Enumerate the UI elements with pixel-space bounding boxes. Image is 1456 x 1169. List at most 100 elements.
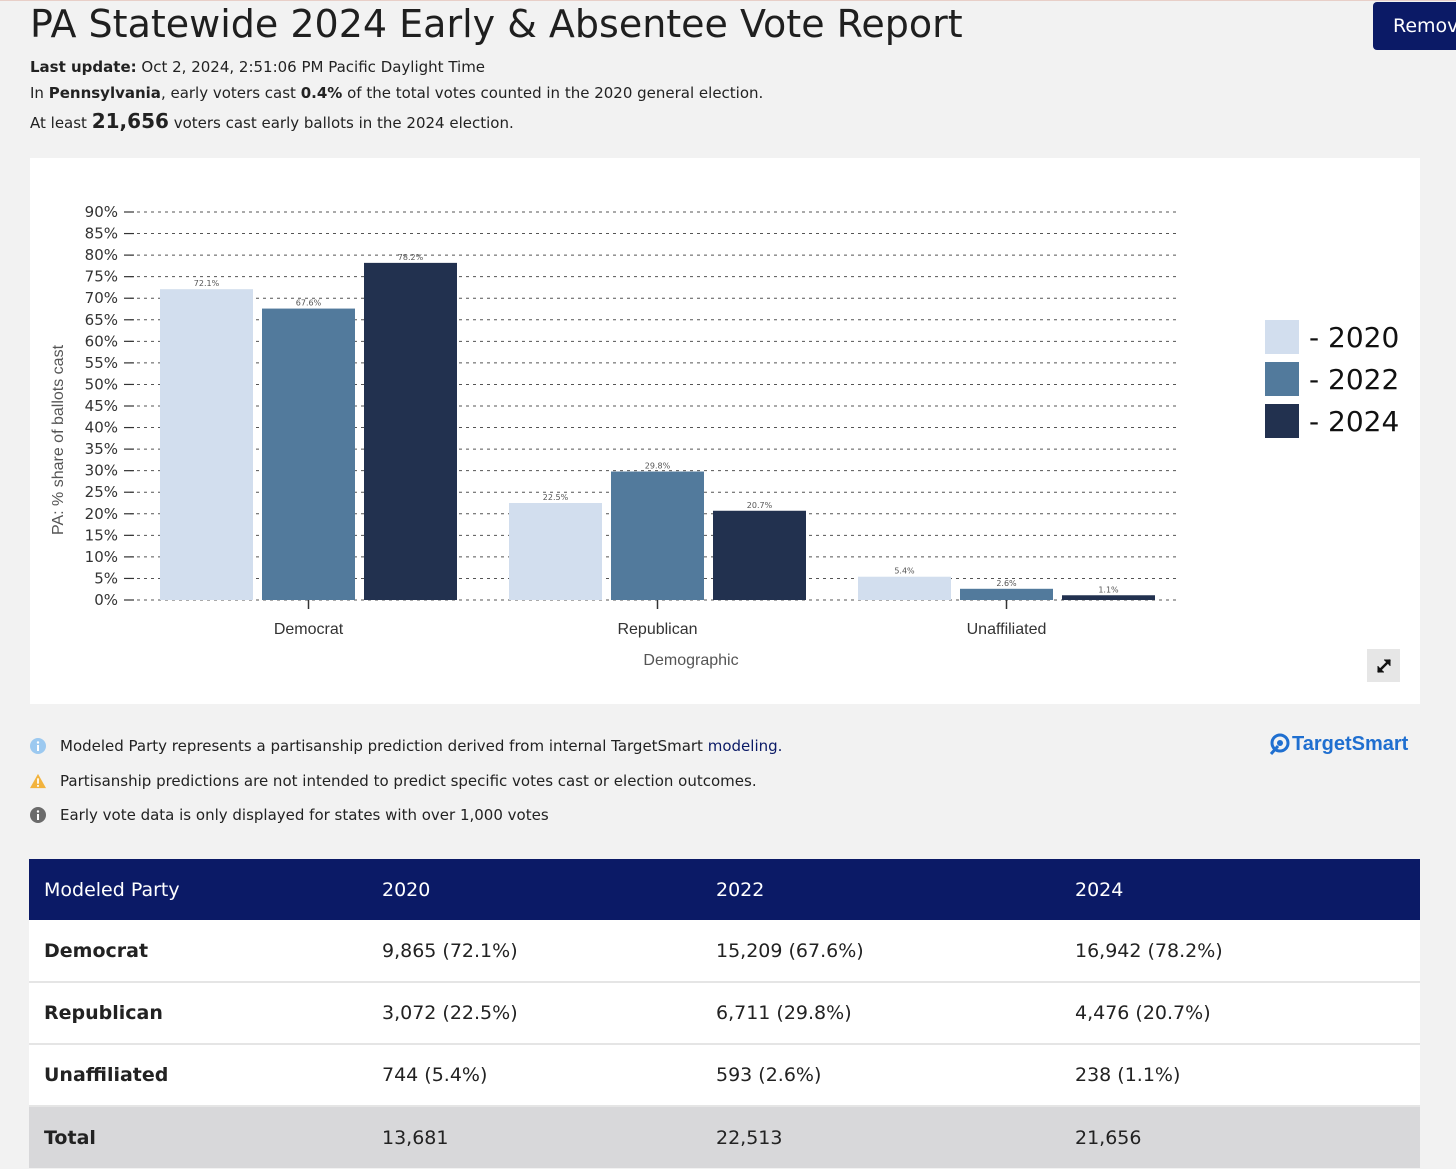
y-tick-label: 30%: [85, 462, 118, 480]
bar-democrat-1[interactable]: [262, 308, 355, 600]
bar-unaffiliated-0[interactable]: [858, 576, 951, 600]
bar-value-label: 72.1%: [194, 279, 220, 288]
modeling-link[interactable]: modeling.: [707, 737, 783, 755]
targetsmart-logo: TargetSmart: [1268, 732, 1408, 756]
summary-line-2: At least 21,656 voters cast early ballot…: [30, 109, 514, 133]
cell-party: Republican: [44, 1002, 163, 1024]
y-tick-label: 35%: [85, 440, 118, 458]
header-2024[interactable]: 2024: [1075, 878, 1124, 901]
chart-legend: - 2020 - 2022 - 2024: [1265, 316, 1399, 442]
targetsmart-logo-icon: [1269, 733, 1290, 755]
header-2022[interactable]: 2022: [716, 878, 765, 901]
bar-value-label: 67.6%: [296, 299, 322, 308]
summary1-pct: 0.4%: [300, 84, 343, 102]
bar-unaffiliated-1[interactable]: [960, 588, 1053, 600]
summary-line-1: In Pennsylvania, early voters cast 0.4% …: [30, 84, 763, 102]
legend-label-2020: - 2020: [1309, 320, 1400, 354]
cell-total-2022: 22,513: [716, 1126, 783, 1149]
bar-republican-2[interactable]: [713, 510, 806, 600]
page-title: PA Statewide 2024 Early & Absentee Vote …: [30, 2, 963, 46]
results-table: Modeled Party 2020 2022 2024 Democrat 9,…: [29, 859, 1420, 1168]
bar-value-label: 1.1%: [1098, 585, 1119, 594]
chart-card: 0% 5% 10% 15% 20% 25% 30% 35% 40% 45% 50% 55% 60% 65%…: [30, 158, 1420, 755]
bar-chart: 0% 5% 10% 15% 20% 25% 30% 35% 40% 45% 50% 55% 60% 65%…: [50, 203, 1176, 669]
table-row: Republican 3,072 (22.5%) 6,711 (29.8%) 4…: [29, 982, 1420, 1044]
legend-label-2022: - 2022: [1309, 362, 1400, 396]
bar-value-label: 2.6%: [996, 579, 1017, 588]
cell-2020: 744 (5.4%): [382, 1064, 488, 1086]
note-partisanship-text: Partisanship predictions are not intende…: [60, 772, 757, 790]
cell-2024: 238 (1.1%): [1075, 1064, 1181, 1086]
legend-swatch-2020: [1265, 320, 1299, 354]
chart-bars: 72.1% 67.6% 78.2% 22.5% 29.8% 20.7% 5.4% 2.6% 1.…: [160, 253, 1155, 600]
bar-value-label: 20.7%: [747, 501, 773, 510]
y-tick-label: 85%: [85, 225, 118, 243]
bar-democrat-0[interactable]: [160, 289, 253, 600]
bar-unaffiliated-2[interactable]: [1062, 595, 1155, 600]
summary2-prefix: At least: [30, 114, 87, 132]
header-2020[interactable]: 2020: [382, 878, 431, 901]
bar-value-label: 5.4%: [894, 567, 915, 576]
cell-2024: 4,476 (20.7%): [1075, 1002, 1211, 1024]
y-tick-label: 10%: [85, 548, 118, 566]
legend-label-2024: - 2024: [1309, 404, 1400, 438]
y-tick-label: 20%: [85, 505, 118, 523]
cell-2022: 15,209 (67.6%): [716, 939, 864, 962]
targetsmart-logo-text: TargetSmart: [1292, 732, 1409, 755]
x-category-label: Democrat: [274, 621, 344, 638]
bar-democrat-2[interactable]: [364, 262, 457, 600]
y-tick-label: 5%: [94, 569, 118, 587]
bar-republican-1[interactable]: [611, 471, 704, 600]
note-early-vote: Early vote data is only displayed for st…: [30, 806, 549, 824]
summary1-prefix: In: [30, 84, 44, 102]
warning-icon: [30, 773, 46, 789]
expand-icon: [1376, 658, 1391, 673]
y-tick-label: 75%: [85, 268, 118, 286]
y-tick-label: 90%: [85, 203, 118, 221]
cell-2020: 9,865 (72.1%): [382, 939, 518, 962]
y-tick-label: 25%: [85, 483, 118, 501]
x-category-label: Unaffiliated: [967, 621, 1047, 638]
y-axis-ticks: 0% 5% 10% 15% 20% 25% 30% 35% 40% 45% 50% 55% 60% 65%…: [85, 203, 134, 609]
summary2-suffix: voters cast early ballots in the 2024 el…: [173, 114, 514, 132]
table-total-row: Total 13,681 22,513 21,656: [29, 1106, 1420, 1168]
cell-party: Unaffiliated: [44, 1064, 169, 1086]
last-update-value: Oct 2, 2024, 2:51:06 PM Pacific Daylight…: [141, 58, 486, 76]
y-tick-label: 55%: [85, 354, 118, 372]
y-tick-label: 40%: [85, 419, 118, 437]
cell-2022: 593 (2.6%): [716, 1064, 822, 1086]
note-partisanship: Partisanship predictions are not intende…: [30, 772, 757, 790]
legend-swatch-2024: [1265, 404, 1299, 438]
last-update: Last update: Oct 2, 2024, 2:51:06 PM Pac…: [30, 58, 485, 76]
table-row: Unaffiliated 744 (5.4%) 593 (2.6%) 238 (…: [29, 1044, 1420, 1106]
header-modeled-party[interactable]: Modeled Party: [44, 878, 180, 901]
info-icon: [30, 807, 46, 823]
note-early-vote-text: Early vote data is only displayed for st…: [60, 806, 549, 824]
legend-item-2024[interactable]: - 2024: [1265, 400, 1399, 442]
x-axis: Democrat Republican Unaffiliated: [274, 600, 1047, 638]
legend-item-2022[interactable]: - 2022: [1265, 358, 1399, 400]
note-modeled-party-text: Modeled Party represents a partisanship …: [60, 737, 703, 755]
summary1-suffix: of the total votes counted in the 2020 g…: [347, 84, 764, 102]
y-tick-label: 80%: [85, 246, 118, 264]
bar-value-label: 78.2%: [398, 253, 424, 262]
cell-2024: 16,942 (78.2%): [1075, 939, 1223, 962]
summary1-state: Pennsylvania: [48, 84, 161, 102]
bar-republican-0[interactable]: [509, 503, 602, 600]
remove-button[interactable]: Remove: [1373, 2, 1456, 50]
x-category-label: Republican: [617, 621, 697, 638]
x-axis-title: Demographic: [643, 652, 738, 669]
cell-2022: 6,711 (29.8%): [716, 1002, 852, 1024]
expand-button[interactable]: [1367, 649, 1400, 682]
table-header-row: Modeled Party 2020 2022 2024: [29, 859, 1420, 920]
y-tick-label: 70%: [85, 289, 118, 307]
table-row: Democrat 9,865 (72.1%) 15,209 (67.6%) 16…: [29, 920, 1420, 982]
legend-swatch-2022: [1265, 362, 1299, 396]
bar-value-label: 22.5%: [543, 493, 569, 502]
cell-total-2024: 21,656: [1075, 1126, 1142, 1149]
y-tick-label: 15%: [85, 526, 118, 544]
cell-2020: 3,072 (22.5%): [382, 1002, 518, 1024]
legend-item-2020[interactable]: - 2020: [1265, 316, 1399, 358]
summary1-mid: , early voters cast: [160, 84, 296, 102]
bar-value-label: 29.8%: [645, 462, 671, 471]
